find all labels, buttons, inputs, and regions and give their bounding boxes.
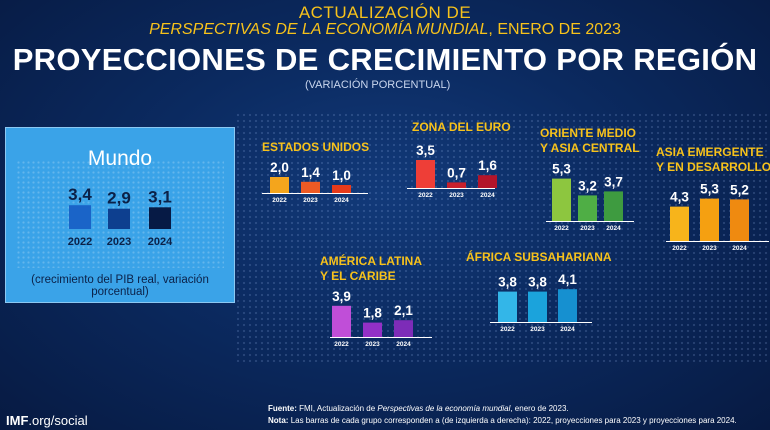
bar-asia-2022: [670, 206, 689, 241]
value-zona_euro-2023: 0,7: [447, 165, 466, 180]
region-title: ÁFRICA SUBSAHARIANA: [466, 250, 612, 265]
value-estados_unidos-2024: 1,0: [332, 168, 351, 183]
year-zona_euro-2024: 2024: [480, 192, 495, 199]
page-subtitle: (VARIACIÓN PORCENTUAL): [305, 79, 451, 91]
bar-zona_euro-2024: [478, 175, 497, 188]
world-year-2024: 2024: [148, 236, 173, 248]
value-asia-2023: 5,3: [700, 182, 719, 197]
imf-social-link[interactable]: IMF.org/social: [6, 413, 88, 428]
year-estados_unidos-2024: 2024: [334, 197, 349, 204]
value-asia-2022: 4,3: [670, 190, 689, 205]
region-chart: 4,3 2022 5,3 2023 5,2 2024: [666, 182, 769, 252]
value-estados_unidos-2023: 1,4: [301, 165, 320, 180]
year-america_latina-2024: 2024: [396, 341, 411, 348]
region-title-line: Y EL CARIBE: [320, 269, 396, 283]
year-africa-2023: 2023: [530, 326, 545, 333]
bar-america_latina-2022: [332, 305, 351, 337]
year-estados_unidos-2022: 2022: [272, 197, 287, 204]
world-value-2024: 3,1: [148, 187, 172, 206]
year-zona_euro-2022: 2022: [418, 192, 433, 199]
bar-zona_euro-2022: [416, 160, 435, 188]
world-value-2023: 2,9: [107, 189, 131, 208]
region-title-line: Y ASIA CENTRAL: [540, 141, 640, 155]
region-title: ESTADOS UNIDOS: [262, 140, 369, 155]
region-title: ORIENTE MEDIO Y ASIA CENTRAL: [540, 126, 640, 156]
year-oriente_medio-2023: 2023: [580, 225, 595, 232]
bar-estados_unidos-2023: [301, 181, 320, 193]
region-title-line: ESTADOS UNIDOS: [262, 140, 370, 154]
value-oriente_medio-2022: 5,3: [552, 162, 571, 177]
bar-africa-2022: [498, 291, 517, 322]
region-chart: 3,8 2022 3,8 2023 4,1 2024: [490, 272, 592, 333]
report-name: PERSPECTIVAS DE LA ECONOMÍA MUNDIAL: [149, 21, 489, 38]
region-title-line: AMÉRICA LATINA: [320, 254, 422, 268]
world-year-2022: 2022: [68, 236, 92, 248]
region-chart: 5,3 2022 3,2 2023 3,7 2024: [546, 162, 634, 232]
world-note: (crecimiento del PIB real, variación por…: [31, 274, 209, 298]
bar-africa-2023: [528, 291, 547, 322]
world-year-2023: 2023: [107, 236, 131, 248]
bar-asia-2024: [730, 199, 749, 241]
year-america_latina-2022: 2022: [334, 341, 349, 348]
bar-asia-2023: [700, 198, 719, 241]
value-zona_euro-2024: 1,6: [478, 158, 497, 173]
world-title: Mundo: [87, 147, 153, 170]
year-africa-2024: 2024: [560, 326, 575, 333]
year-oriente_medio-2022: 2022: [554, 225, 569, 232]
value-america_latina-2023: 1,8: [363, 306, 382, 321]
bar-estados_unidos-2022: [270, 177, 289, 193]
year-asia-2024: 2024: [732, 245, 747, 252]
source-note: Fuente: FMI, Actualización de Perspectiv…: [268, 404, 569, 413]
value-estados_unidos-2022: 2,0: [270, 160, 289, 175]
region-chart: 3,9 2022 1,8 2023 2,1 2024: [330, 289, 432, 348]
year-estados_unidos-2023: 2023: [303, 197, 318, 204]
world-bar-2024: [149, 207, 171, 229]
header-line1: ACTUALIZACIÓN DE: [298, 3, 472, 22]
bar-america_latina-2024: [394, 320, 413, 337]
region-title-line: ORIENTE MEDIO: [540, 126, 637, 140]
bar-america_latina-2023: [363, 322, 382, 337]
year-america_latina-2023: 2023: [365, 341, 380, 348]
value-africa-2022: 3,8: [498, 275, 517, 290]
value-oriente_medio-2023: 3,2: [578, 178, 597, 193]
report-date: , ENERO DE 2023: [488, 21, 621, 38]
region-title-line: ASIA EMERGENTE: [656, 145, 764, 159]
value-asia-2024: 5,2: [730, 182, 749, 197]
region-title-line: ÁFRICA SUBSAHARIANA: [466, 250, 612, 264]
footnote: Nota: Las barras de cada grupo correspon…: [268, 416, 737, 425]
world-value-2022: 3,4: [68, 185, 92, 204]
bar-africa-2024: [558, 289, 577, 322]
world-bar-2022: [69, 205, 91, 229]
bar-oriente_medio-2022: [552, 178, 571, 221]
value-zona_euro-2022: 3,5: [416, 143, 435, 158]
world-panel: Mundo 3,4 2022 2,9 2023 3,1 2024 (crecimiento…: [5, 127, 235, 303]
world-chart: 3,4 2022 2,9 2023 3,1 2024: [68, 185, 173, 248]
value-africa-2023: 3,8: [528, 275, 547, 290]
region-title: AMÉRICA LATINA Y EL CARIBE: [320, 254, 422, 284]
header-line2: PERSPECTIVAS DE LA ECONOMÍA MUNDIAL, ENE…: [0, 21, 770, 39]
year-oriente_medio-2024: 2024: [606, 225, 621, 232]
bar-estados_unidos-2024: [332, 185, 351, 193]
region-title-line: Y EN DESARROLLO: [656, 160, 770, 174]
page-title: PROYECCIONES DE CRECIMIENTO POR REGIÓN: [12, 42, 758, 77]
world-bar-2023: [108, 208, 130, 229]
bar-oriente_medio-2024: [604, 191, 623, 221]
year-africa-2022: 2022: [500, 326, 515, 333]
value-oriente_medio-2024: 3,7: [604, 174, 623, 189]
value-africa-2024: 4,1: [558, 272, 577, 287]
bar-oriente_medio-2023: [578, 195, 597, 221]
region-chart: 2,0 2022 1,4 2023 1,0 2024: [262, 160, 368, 204]
value-america_latina-2022: 3,9: [332, 289, 351, 304]
year-asia-2023: 2023: [702, 245, 717, 252]
region-chart: 3,5 2022 0,7 2023 1,6 2024: [407, 143, 497, 199]
year-zona_euro-2023: 2023: [449, 192, 464, 199]
region-title: ZONA DEL EURO: [412, 120, 511, 135]
region-title-line: ZONA DEL EURO: [412, 120, 511, 134]
year-asia-2022: 2022: [672, 245, 687, 252]
value-america_latina-2024: 2,1: [394, 303, 413, 318]
bar-zona_euro-2023: [447, 182, 466, 188]
region-title: ASIA EMERGENTE Y EN DESARROLLO: [656, 145, 770, 175]
